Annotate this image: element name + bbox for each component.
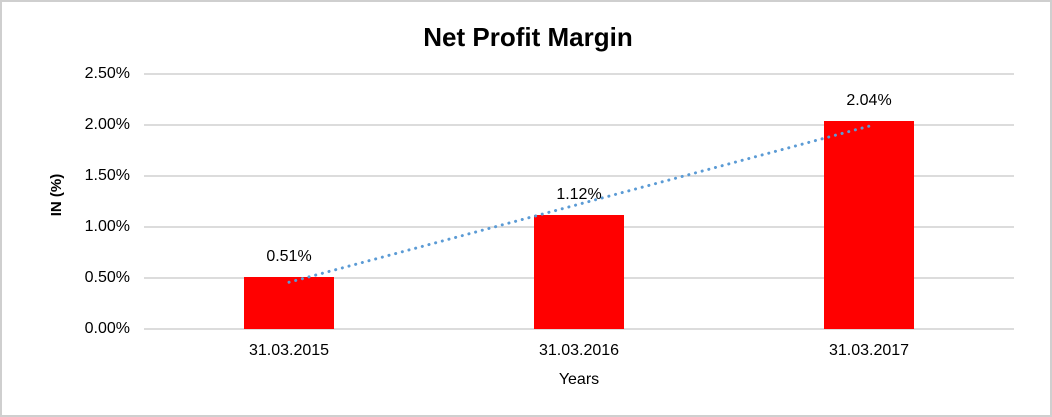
x-axis-title: Years [558, 371, 600, 388]
y-axis-title: IN (%) [48, 173, 65, 217]
chart-title: Net Profit Margin [423, 22, 633, 52]
bar-31.03.2017 [824, 120, 914, 329]
x-axis-category-label: 31.03.2017 [828, 342, 910, 359]
bar-31.03.2015 [244, 276, 334, 329]
gridline [144, 328, 1014, 330]
x-axis-category-label: 31.03.2015 [248, 342, 330, 359]
y-axis-tick-label: 2.50% [84, 65, 130, 82]
y-axis-tick-label: 2.00% [84, 116, 130, 133]
y-axis-tick-label: 1.50% [84, 167, 130, 184]
y-axis-tick-label: 0.00% [84, 320, 130, 337]
gridline [144, 73, 1014, 75]
y-axis-tick-label: 0.50% [84, 269, 130, 286]
bar-value-label: 1.12% [556, 185, 602, 203]
bar-value-label: 2.04% [846, 91, 892, 109]
y-axis-tick-label: 1.00% [84, 218, 130, 235]
bar-31.03.2016 [534, 214, 624, 329]
bar-value-label: 0.51% [266, 247, 312, 265]
x-axis-category-label: 31.03.2016 [538, 342, 620, 359]
